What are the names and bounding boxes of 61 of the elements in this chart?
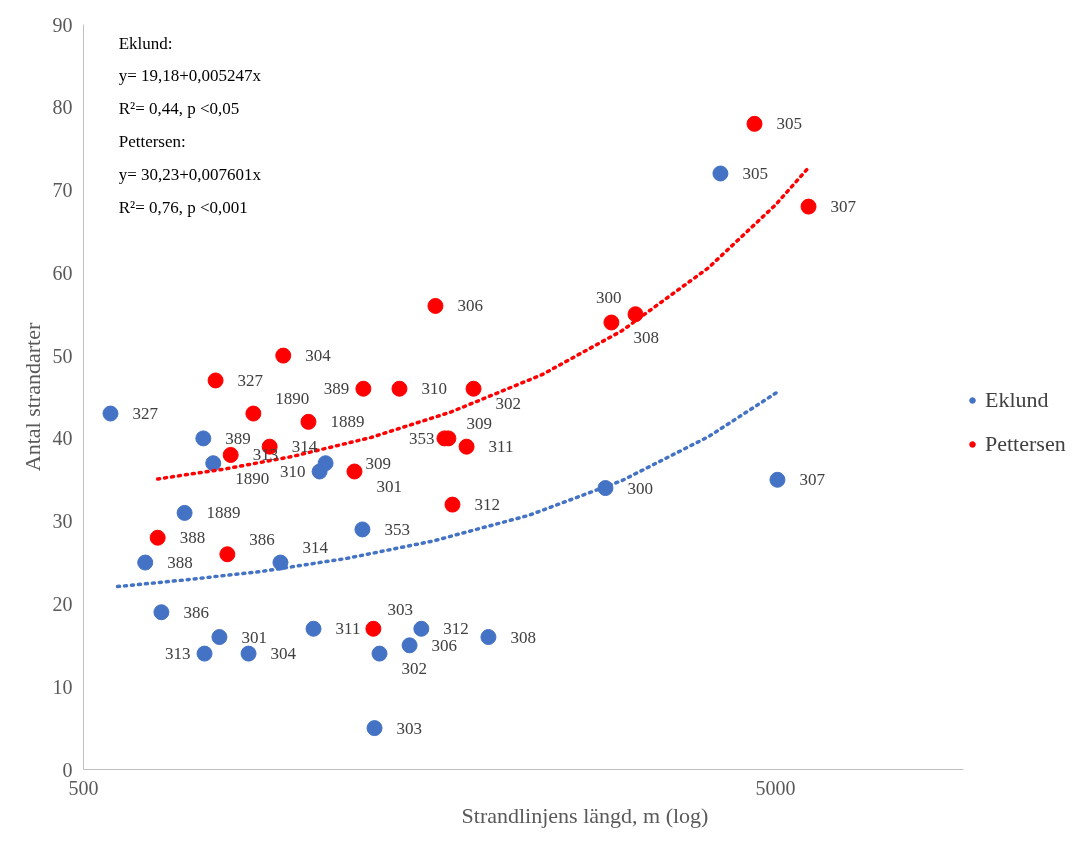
annotation: 386 [183, 602, 209, 622]
annotation: 314 [302, 538, 329, 558]
y-tick-label: 60 [52, 261, 73, 284]
annotation: 303 [396, 718, 423, 738]
y-tick-label: 90 [52, 13, 73, 36]
annotation: 305 [742, 164, 768, 183]
y-axis-title: Antal strandarter [19, 322, 45, 472]
annotation: Pettersen: [118, 131, 186, 151]
x-tick-label: 5000 [755, 776, 796, 799]
y-tick-label: 20 [52, 592, 73, 615]
annotation: 388 [167, 553, 193, 573]
annotation: R²= 0,44, p <0,05 [118, 99, 240, 119]
legend-label: Pettersen [985, 430, 1066, 457]
annotation: 309 [466, 413, 492, 433]
annotation: 1889 [330, 412, 365, 432]
annotation: 300 [627, 478, 653, 498]
annotation: 312 [474, 495, 500, 515]
annotation: 301 [376, 477, 402, 496]
annotation: 1889 [206, 503, 241, 523]
annotation: 305 [776, 114, 803, 134]
annotation: 302 [401, 659, 428, 679]
annotation: R²= 0,76, p <0,001 [118, 197, 248, 217]
annotation: 327 [132, 404, 159, 424]
annotation: 301 [241, 627, 267, 647]
annotation: 304 [270, 644, 297, 664]
annotation: 313 [165, 644, 191, 664]
annotation: 304 [305, 346, 332, 366]
y-tick-label: 80 [52, 96, 73, 119]
annotation: 353 [384, 519, 410, 539]
annotation: 327 [237, 370, 264, 390]
x-axis-title: Strandlinjens längd, m (log) [461, 802, 709, 828]
annotation: 389 [323, 379, 350, 399]
y-tick-label: 40 [52, 427, 73, 450]
annotation: 314 [291, 437, 318, 457]
annotation: 307 [830, 197, 857, 217]
annotation: 302 [495, 394, 522, 414]
annotation: 310 [421, 379, 447, 399]
annotation: y= 30,23+0,007601x [118, 164, 262, 184]
annotation: 300 [596, 287, 622, 307]
annotation: 303 [387, 600, 413, 620]
annotation: 1890 [235, 468, 270, 488]
annotation: 309 [365, 453, 392, 473]
y-tick-label: 10 [52, 675, 73, 698]
annotation: 308 [633, 328, 659, 347]
annotation: 311 [488, 437, 514, 457]
y-tick-label: 50 [52, 344, 73, 367]
y-tick-label: 30 [52, 510, 73, 533]
annotation: 389 [225, 428, 251, 448]
legend-label: Eklund [985, 386, 1049, 413]
annotation: 388 [179, 528, 206, 548]
annotation: 386 [249, 529, 275, 549]
annotation: 1890 [275, 389, 310, 409]
annotation: 306 [457, 296, 483, 316]
y-tick-label: 70 [52, 179, 73, 202]
annotation: 307 [799, 470, 826, 490]
annotation: 311 [335, 619, 361, 639]
annotation: 353 [408, 428, 435, 448]
annotation: 308 [510, 627, 536, 647]
annotation: Eklund: [118, 33, 173, 53]
annotation: y= 19,18+0,005247x [118, 66, 262, 86]
annotation: 310 [280, 462, 306, 481]
